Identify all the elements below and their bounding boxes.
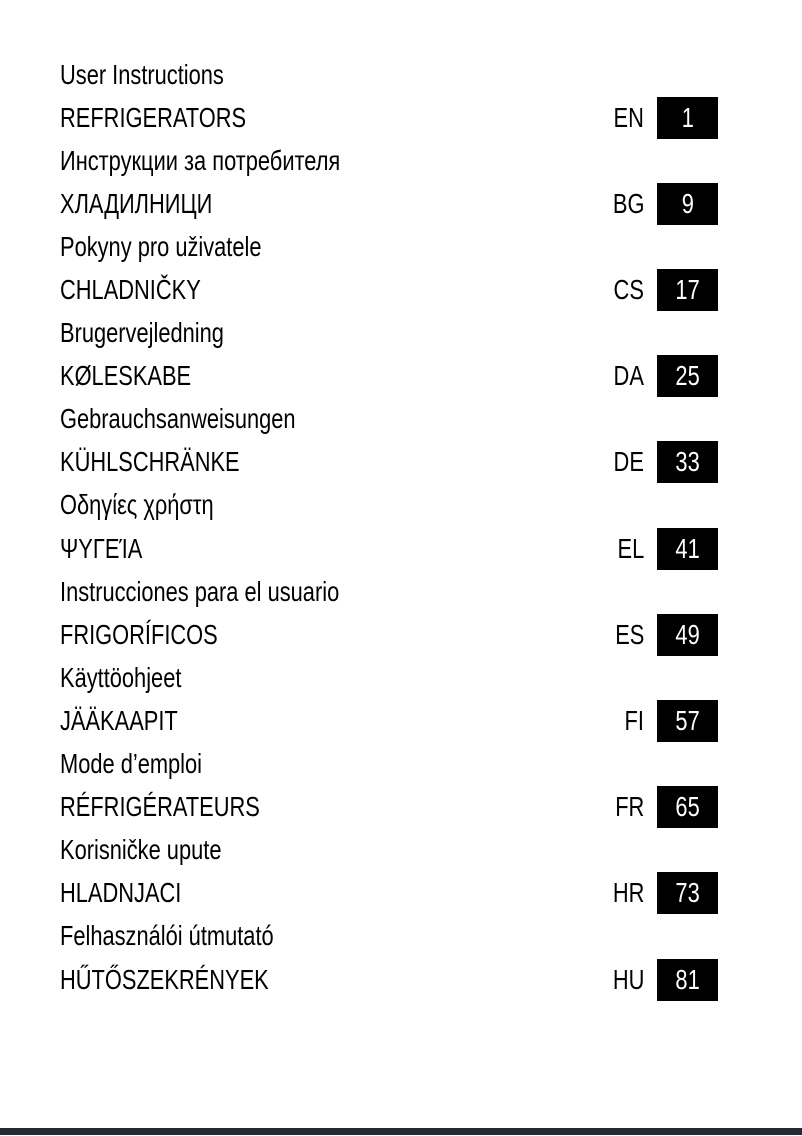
entry-title-row: Mode d’emploi	[60, 743, 718, 786]
entry-page-badge: 73	[657, 872, 718, 915]
entry-title: Käyttöohjeet	[60, 661, 182, 693]
entry-product-row: ΨΥΓΕΊΑ EL 41	[60, 527, 718, 570]
entry-title: Инструкции за потребителя	[60, 144, 341, 176]
entry-page-number: 17	[675, 274, 700, 306]
entry-product-row: HLADNJACI HR 73	[60, 872, 718, 915]
entry-title-row: Gebrauchsanweisungen	[60, 398, 718, 441]
entry-product-name: ΨΥΓΕΊΑ	[60, 532, 143, 564]
language-entry: Käyttöohjeet JÄÄKAAPIT FI 57	[60, 656, 718, 742]
entry-language-code: FR	[614, 791, 644, 823]
entry-page-badge: 33	[657, 441, 718, 484]
entry-page-number: 33	[675, 446, 700, 478]
entry-language-code: HU	[612, 963, 644, 995]
entry-page-badge: 17	[657, 269, 718, 312]
entry-product-name: ХЛАДИЛНИЦИ	[60, 187, 213, 219]
entry-language-code: CS	[613, 274, 644, 306]
entry-product-row: JÄÄKAAPIT FI 57	[60, 699, 718, 742]
entry-product-row: FRIGORÍFICOS ES 49	[60, 613, 718, 656]
language-entry: Инструкции за потребителя ХЛАДИЛНИЦИ BG …	[60, 139, 718, 225]
entry-product-name: REFRIGERATORS	[60, 101, 247, 133]
entry-title-row: Instrucciones para el usuario	[60, 570, 718, 613]
entry-title-row: Инструкции за потребителя	[60, 139, 718, 182]
entry-product-row: HŰTŐSZEKRÉNYEK HU 81	[60, 958, 718, 1001]
entry-product-row: RÉFRIGÉRATEURS FR 65	[60, 786, 718, 829]
entry-language-code: DA	[613, 360, 644, 392]
entry-language-code: BG	[612, 187, 644, 219]
entry-title: Οδηγίες χρήστη	[60, 489, 214, 521]
entry-page-badge: 49	[657, 613, 718, 656]
entry-language-code: ES	[614, 618, 644, 650]
entry-product-row: CHLADNIČKY CS 17	[60, 268, 718, 312]
entry-page-number: 25	[675, 360, 700, 392]
language-entry: Korisničke upute HLADNJACI HR 73	[60, 829, 718, 915]
entry-title-row: Käyttöohjeet	[60, 656, 718, 699]
entry-page-number: 65	[675, 791, 700, 823]
entry-title: Gebrauchsanweisungen	[60, 403, 296, 435]
entry-product-name: HLADNJACI	[60, 877, 182, 909]
entry-page-number: 57	[675, 704, 700, 736]
entry-product-name: KØLESKABE	[60, 360, 192, 392]
language-entry: Felhasználói útmutató HŰTŐSZEKRÉNYEK HU …	[60, 915, 718, 1001]
entry-title: User Instructions	[60, 58, 224, 90]
entry-title: Felhasználói útmutató	[60, 920, 274, 952]
entry-product-name: HŰTŐSZEKRÉNYEK	[60, 963, 269, 995]
language-entry: Gebrauchsanweisungen KÜHLSCHRÄNKE DE 33	[60, 398, 718, 484]
entry-product-name: JÄÄKAAPIT	[60, 704, 178, 736]
entry-title: Pokyny pro uživatele	[60, 230, 262, 262]
entry-page-number: 81	[675, 963, 700, 995]
entry-title: Korisničke upute	[60, 834, 222, 866]
entry-language-code: DE	[613, 446, 644, 478]
entry-title-row: Οδηγίες χρήστη	[60, 484, 718, 527]
language-entry: Pokyny pro uživatele CHLADNIČKY CS 17	[60, 225, 718, 312]
entry-language-code: FI	[624, 704, 644, 736]
entry-product-row: ХЛАДИЛНИЦИ BG 9	[60, 182, 718, 225]
language-entry: Mode d’emploi RÉFRIGÉRATEURS FR 65	[60, 743, 718, 829]
entry-page-badge: 81	[657, 958, 718, 1001]
entry-page-number: 41	[675, 532, 700, 564]
entry-product-row: KØLESKABE DA 25	[60, 355, 718, 398]
footer-rule	[0, 1128, 802, 1135]
entry-page-badge: 41	[657, 527, 718, 570]
entry-page-badge: 65	[657, 786, 718, 829]
language-index: User Instructions REFRIGERATORS EN 1 Инс…	[60, 53, 718, 1001]
entry-page-badge: 1	[657, 96, 718, 139]
entry-page-badge: 25	[657, 355, 718, 398]
entry-page-number: 49	[675, 618, 700, 650]
entry-title: Brugervejledning	[60, 317, 224, 349]
language-entry: User Instructions REFRIGERATORS EN 1	[60, 53, 718, 139]
entry-language-code: EL	[617, 532, 644, 564]
entry-product-row: REFRIGERATORS EN 1	[60, 96, 718, 139]
entry-page-number: 73	[675, 877, 700, 909]
entry-title: Mode d’emploi	[60, 748, 203, 780]
entry-page-number: 9	[681, 187, 694, 219]
entry-title: Instrucciones para el usuario	[60, 575, 340, 607]
entry-product-name: RÉFRIGÉRATEURS	[60, 791, 260, 823]
entry-product-name: CHLADNIČKY	[60, 274, 201, 306]
entry-product-name: KÜHLSCHRÄNKE	[60, 446, 240, 478]
entry-title-row: Pokyny pro uživatele	[60, 225, 718, 268]
entry-language-code: HR	[612, 877, 644, 909]
language-entry: Οδηγίες χρήστη ΨΥΓΕΊΑ EL 41	[60, 484, 718, 570]
language-entry: Brugervejledning KØLESKABE DA 25	[60, 312, 718, 398]
language-entry: Instrucciones para el usuario FRIGORÍFIC…	[60, 570, 718, 656]
entry-language-code: EN	[613, 101, 644, 133]
entry-page-badge: 9	[657, 182, 718, 225]
entry-title-row: User Instructions	[60, 53, 718, 96]
entry-title-row: Korisničke upute	[60, 829, 718, 872]
entry-product-row: KÜHLSCHRÄNKE DE 33	[60, 441, 718, 484]
entry-product-name: FRIGORÍFICOS	[60, 618, 218, 650]
entry-page-number: 1	[681, 101, 694, 133]
entry-title-row: Brugervejledning	[60, 312, 718, 355]
entry-title-row: Felhasználói útmutató	[60, 915, 718, 958]
entry-page-badge: 57	[657, 699, 718, 742]
